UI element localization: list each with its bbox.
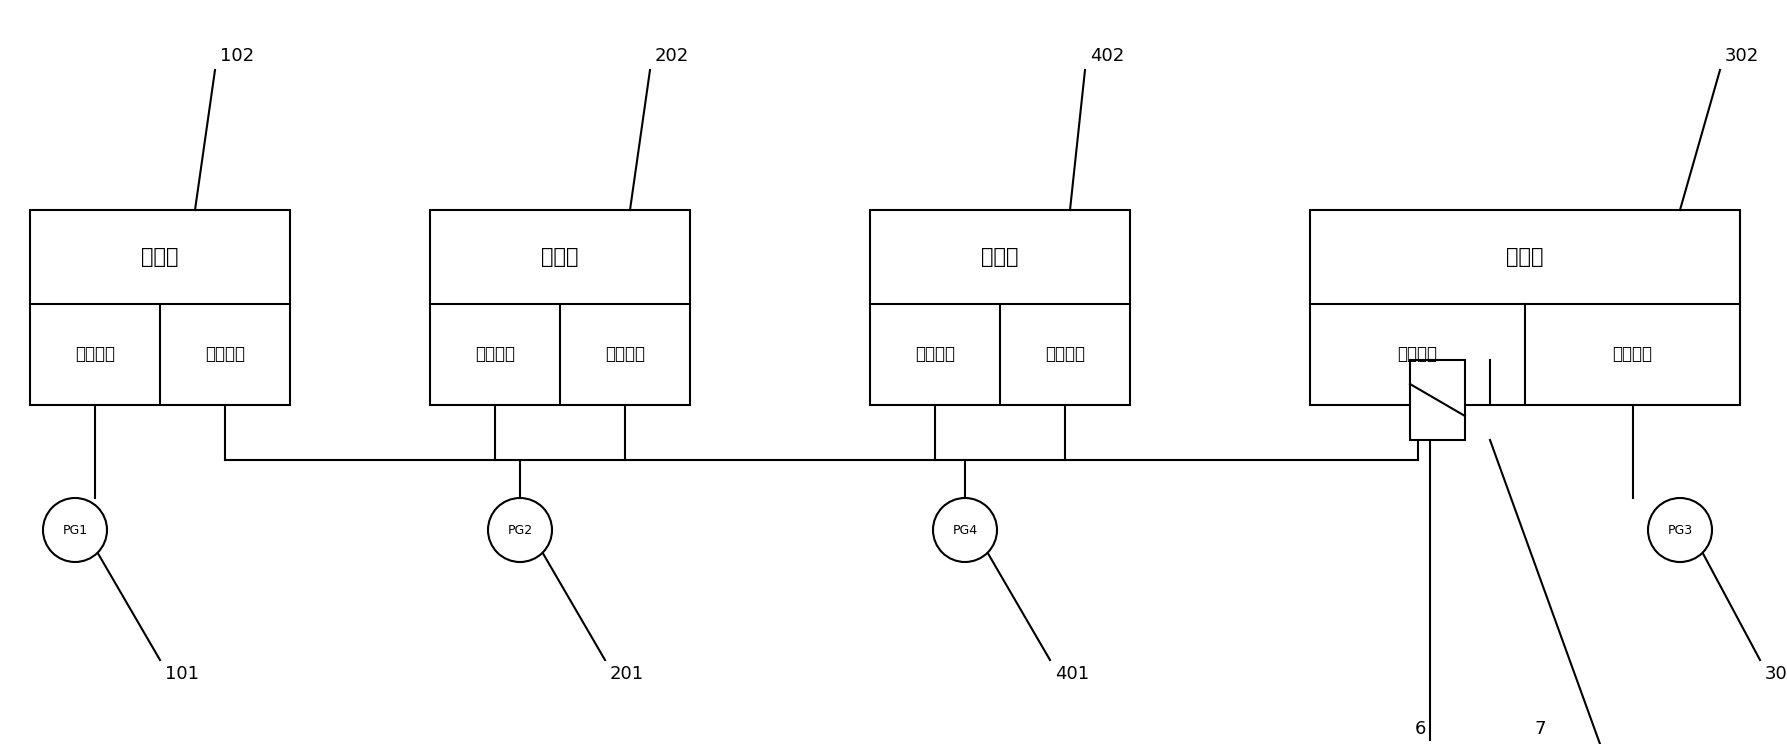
Text: 202: 202 bbox=[656, 47, 690, 65]
Text: 脉冲输入: 脉冲输入 bbox=[475, 345, 515, 363]
Text: 脉冲输出: 脉冲输出 bbox=[1045, 345, 1085, 363]
Text: 脉冲输入: 脉冲输入 bbox=[915, 345, 954, 363]
Text: PG4: PG4 bbox=[952, 524, 977, 536]
Text: 402: 402 bbox=[1090, 47, 1124, 65]
Text: 控制卡: 控制卡 bbox=[141, 247, 179, 267]
Text: 7: 7 bbox=[1535, 720, 1546, 738]
Bar bbox=[1410, 360, 1465, 440]
Circle shape bbox=[43, 498, 107, 562]
Text: 101: 101 bbox=[164, 665, 198, 683]
Text: 301: 301 bbox=[1766, 665, 1787, 683]
Text: 302: 302 bbox=[1724, 47, 1758, 65]
Circle shape bbox=[933, 498, 997, 562]
Text: 脉冲输出: 脉冲输出 bbox=[1612, 345, 1653, 363]
Text: 控制卡: 控制卡 bbox=[981, 247, 1019, 267]
Text: 201: 201 bbox=[609, 665, 643, 683]
Text: 脉冲输入: 脉冲输入 bbox=[75, 345, 114, 363]
Text: 102: 102 bbox=[220, 47, 254, 65]
Circle shape bbox=[488, 498, 552, 562]
Bar bbox=[431, 210, 690, 405]
Text: 脉冲输出: 脉冲输出 bbox=[206, 345, 245, 363]
Circle shape bbox=[1648, 498, 1712, 562]
Text: PG1: PG1 bbox=[63, 524, 88, 536]
Text: 脉冲输入: 脉冲输入 bbox=[1397, 345, 1437, 363]
Text: PG3: PG3 bbox=[1667, 524, 1692, 536]
Text: PG2: PG2 bbox=[508, 524, 533, 536]
Bar bbox=[1310, 210, 1741, 405]
Text: 控制卡: 控制卡 bbox=[1506, 247, 1544, 267]
Text: 6: 6 bbox=[1414, 720, 1426, 738]
Text: 脉冲输出: 脉冲输出 bbox=[606, 345, 645, 363]
Text: 401: 401 bbox=[1054, 665, 1088, 683]
Bar bbox=[30, 210, 289, 405]
Bar bbox=[870, 210, 1129, 405]
Text: 控制卡: 控制卡 bbox=[541, 247, 579, 267]
